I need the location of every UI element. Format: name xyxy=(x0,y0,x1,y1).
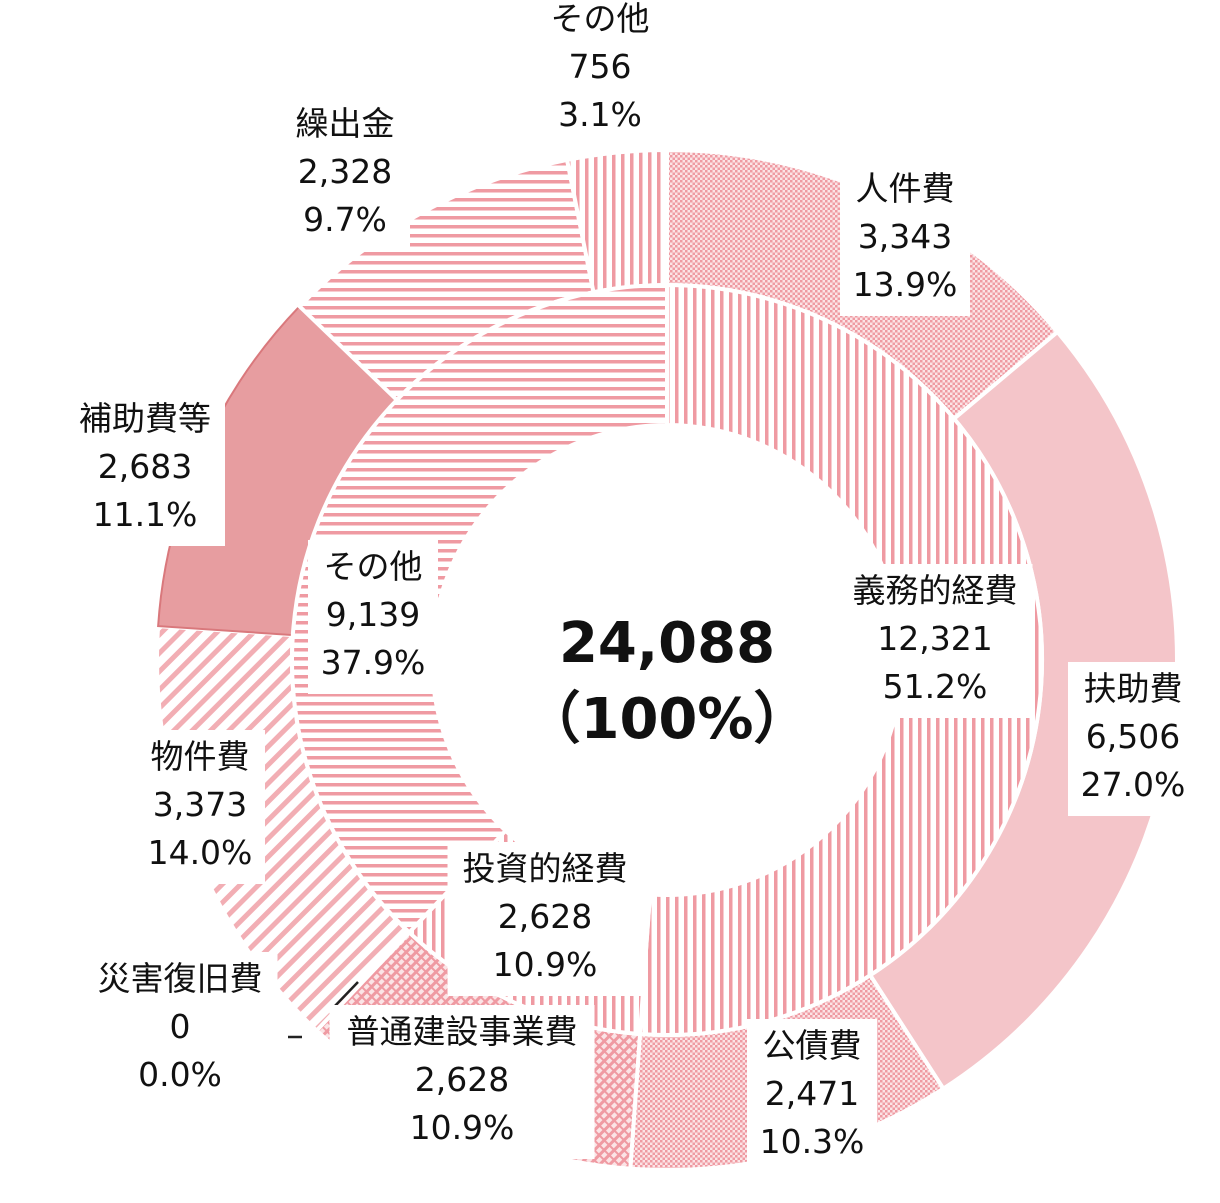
inner-ring-name-label-3: その他 xyxy=(324,547,423,586)
outer-ring-value-label-7: 2,683 xyxy=(98,447,192,486)
outer-ring-percent-label-4: 10.9% xyxy=(410,1108,515,1147)
outer-ring-label-bg-5 xyxy=(82,952,278,1106)
center-total-value: 24,088 xyxy=(559,611,775,676)
inner-ring-value-label-3: 9,139 xyxy=(326,595,420,634)
outer-ring-value-label-8: 2,328 xyxy=(298,152,392,191)
inner-ring-label-bg-3 xyxy=(308,540,438,694)
outer-ring-percent-label-9: 3.1% xyxy=(558,95,642,134)
outer-ring-label-1: 人件費 3,343 13.9% xyxy=(840,162,970,316)
outer-ring-percent-label-7: 11.1% xyxy=(93,495,198,534)
outer-ring-name-label-6: 物件費 xyxy=(151,737,250,776)
outer-ring-name-label-9: その他 xyxy=(551,0,650,38)
inner-ring-label-3: その他 9,139 37.9% xyxy=(308,540,438,694)
outer-ring-label-3: 公債費 2,471 10.3% xyxy=(747,1019,877,1173)
outer-ring-label-bg-7 xyxy=(65,392,225,546)
outer-ring-value-label-9: 756 xyxy=(569,47,632,86)
outer-ring-label-4: 普通建設事業費 2,628 10.9% xyxy=(329,1005,595,1159)
inner-ring-label-2: 投資的経費 2,628 10.9% xyxy=(447,842,643,996)
outer-ring-name-label-2: 扶助費 xyxy=(1084,669,1183,708)
outer-ring-label-bg-2 xyxy=(1068,662,1198,816)
inner-ring-name-label-2: 投資的経費 xyxy=(463,849,628,888)
outer-ring-label-bg-3 xyxy=(747,1019,877,1173)
inner-ring-value-label-1: 12,321 xyxy=(877,619,992,658)
outer-ring-value-label-4: 2,628 xyxy=(415,1060,509,1099)
outer-ring-name-label-1: 人件費 xyxy=(856,169,955,208)
center-label: 24,088 （100%） xyxy=(524,611,809,752)
outer-ring-label-bg-6 xyxy=(135,730,265,884)
outer-ring-percent-label-6: 14.0% xyxy=(148,833,253,872)
data-labels: 人件費 3,343 13.9% 扶助費 6,506 27.0% 公債費 2,471 10.3% 普… xyxy=(65,0,1198,1173)
inner-ring-percent-label-2: 10.9% xyxy=(493,945,598,984)
inner-ring-label-bg-2 xyxy=(447,842,643,996)
inner-ring-value-label-2: 2,628 xyxy=(498,897,592,936)
inner-ring-percent-label-1: 51.2% xyxy=(883,667,988,706)
outer-ring-label-7: 補助費等 2,683 11.1% xyxy=(65,392,225,546)
outer-ring-value-label-6: 3,373 xyxy=(153,785,247,824)
inner-ring-label-bg-1 xyxy=(837,564,1033,718)
outer-ring-label-2: 扶助費 6,506 27.0% xyxy=(1068,662,1198,816)
outer-ring-label-8: 繰出金 2,328 9.7% xyxy=(280,97,410,251)
outer-ring-label-bg-9 xyxy=(535,0,665,146)
outer-ring-percent-label-2: 27.0% xyxy=(1081,765,1186,804)
outer-ring-name-label-5: 災害復旧費 xyxy=(98,959,263,998)
outer-ring-value-label-5: 0 xyxy=(170,1007,191,1046)
outer-ring-label-6: 物件費 3,373 14.0% xyxy=(135,730,265,884)
outer-ring-name-label-3: 公債費 xyxy=(763,1026,862,1065)
inner-ring-percent-label-3: 37.9% xyxy=(321,643,426,682)
outer-ring-label-bg-8 xyxy=(280,97,410,251)
outer-ring-percent-label-5: 0.0% xyxy=(138,1055,222,1094)
inner-ring-name-label-1: 義務的経費 xyxy=(853,571,1018,610)
leader-line-disaster xyxy=(332,981,359,1009)
outer-ring-name-label-4: 普通建設事業費 xyxy=(347,1012,578,1051)
outer-ring-value-label-3: 2,471 xyxy=(765,1074,859,1113)
outer-ring-percent-label-3: 10.3% xyxy=(760,1122,865,1161)
outer-ring-label-9: その他 756 3.1% xyxy=(535,0,665,146)
leader-lines xyxy=(288,981,359,1039)
outer-ring-label-bg-4 xyxy=(329,1005,595,1159)
center-total-share: （100%） xyxy=(524,687,809,752)
outer-ring-label-bg-1 xyxy=(840,162,970,316)
outer-ring-label-5: 災害復旧費 0 0.0% xyxy=(82,952,278,1106)
outer-ring-name-label-8: 繰出金 xyxy=(296,104,395,143)
outer-ring-value-label-1: 3,343 xyxy=(858,217,952,256)
outer-ring-value-label-2: 6,506 xyxy=(1086,717,1180,756)
outer-ring-percent-label-8: 9.7% xyxy=(303,200,387,239)
outer-ring-name-label-7: 補助費等 xyxy=(79,399,211,438)
outer-ring-percent-label-1: 13.9% xyxy=(853,265,958,304)
inner-ring-label-1: 義務的経費 12,321 51.2% xyxy=(837,564,1033,718)
